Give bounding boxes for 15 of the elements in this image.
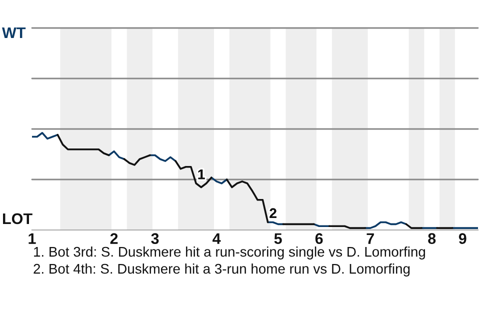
x-tick-label: 2: [110, 233, 118, 244]
text: 1. Bot 3rd: S. Duskmere hit a run-scoring single vs D. Lomorfing: [34, 246, 426, 260]
x-tick-label: 9: [458, 233, 466, 244]
x-tick-label: 6: [315, 233, 323, 244]
text: WT: [2, 27, 26, 38]
x-tick-label: 7: [366, 233, 374, 244]
annotation: 2: [270, 208, 276, 218]
x-tick-label: 5: [274, 233, 282, 244]
x-tick-label: 4: [212, 233, 221, 244]
annotation: 1: [198, 170, 205, 180]
x-tick-label: 3: [151, 233, 159, 244]
annotation: LOT: [3, 213, 32, 224]
text: 2. Bot 4th: S. Duskmere hit a 3-run home run vs D. Lomorfing: [34, 264, 410, 276]
x-tick-label: 1: [28, 233, 36, 244]
x-tick-label: 8: [428, 233, 436, 244]
